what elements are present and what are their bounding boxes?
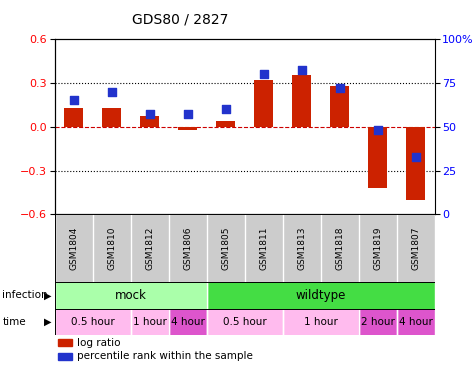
Bar xyxy=(169,309,207,335)
Bar xyxy=(359,309,397,335)
Text: ▶: ▶ xyxy=(44,317,52,327)
Bar xyxy=(140,116,159,127)
Bar xyxy=(178,127,197,130)
Point xyxy=(374,127,381,133)
Bar xyxy=(207,309,283,335)
Bar xyxy=(207,282,435,309)
Point xyxy=(222,106,229,112)
Text: log ratio: log ratio xyxy=(76,337,120,348)
Text: 0.5 hour: 0.5 hour xyxy=(71,317,114,327)
Text: GDS80 / 2827: GDS80 / 2827 xyxy=(133,13,228,27)
Text: infection: infection xyxy=(2,290,48,300)
Bar xyxy=(102,108,121,127)
Text: 1 hour: 1 hour xyxy=(304,317,338,327)
Point xyxy=(70,97,77,103)
Bar xyxy=(58,353,72,360)
Bar xyxy=(55,282,207,309)
Bar xyxy=(254,80,273,127)
Text: GSM1812: GSM1812 xyxy=(145,227,154,270)
Bar xyxy=(283,309,359,335)
Point xyxy=(108,89,115,94)
Text: GSM1806: GSM1806 xyxy=(183,227,192,270)
Text: GSM1811: GSM1811 xyxy=(259,227,268,270)
Text: GSM1807: GSM1807 xyxy=(411,227,420,270)
Text: GSM1805: GSM1805 xyxy=(221,227,230,270)
Point xyxy=(412,154,419,160)
Text: 1 hour: 1 hour xyxy=(133,317,167,327)
Text: time: time xyxy=(2,317,26,327)
Bar xyxy=(131,309,169,335)
Text: 0.5 hour: 0.5 hour xyxy=(223,317,266,327)
Text: 4 hour: 4 hour xyxy=(399,317,433,327)
Bar xyxy=(330,86,349,127)
Point xyxy=(336,85,343,91)
Text: 2 hour: 2 hour xyxy=(361,317,395,327)
Text: ▶: ▶ xyxy=(44,290,52,300)
Bar xyxy=(368,127,387,188)
Text: GSM1810: GSM1810 xyxy=(107,227,116,270)
Point xyxy=(298,67,305,73)
Bar xyxy=(292,75,311,127)
Bar xyxy=(58,339,72,346)
Text: GSM1813: GSM1813 xyxy=(297,227,306,270)
Point xyxy=(146,111,153,117)
Text: 4 hour: 4 hour xyxy=(171,317,205,327)
Point xyxy=(184,111,191,117)
Bar xyxy=(216,121,235,127)
Bar xyxy=(406,127,425,200)
Text: mock: mock xyxy=(114,289,147,302)
Bar xyxy=(55,309,131,335)
Bar xyxy=(64,108,83,127)
Bar xyxy=(397,309,435,335)
Text: GSM1819: GSM1819 xyxy=(373,227,382,270)
Text: GSM1804: GSM1804 xyxy=(69,227,78,270)
Text: GSM1818: GSM1818 xyxy=(335,227,344,270)
Text: wildtype: wildtype xyxy=(295,289,346,302)
Point xyxy=(260,71,267,77)
Text: percentile rank within the sample: percentile rank within the sample xyxy=(76,351,253,361)
